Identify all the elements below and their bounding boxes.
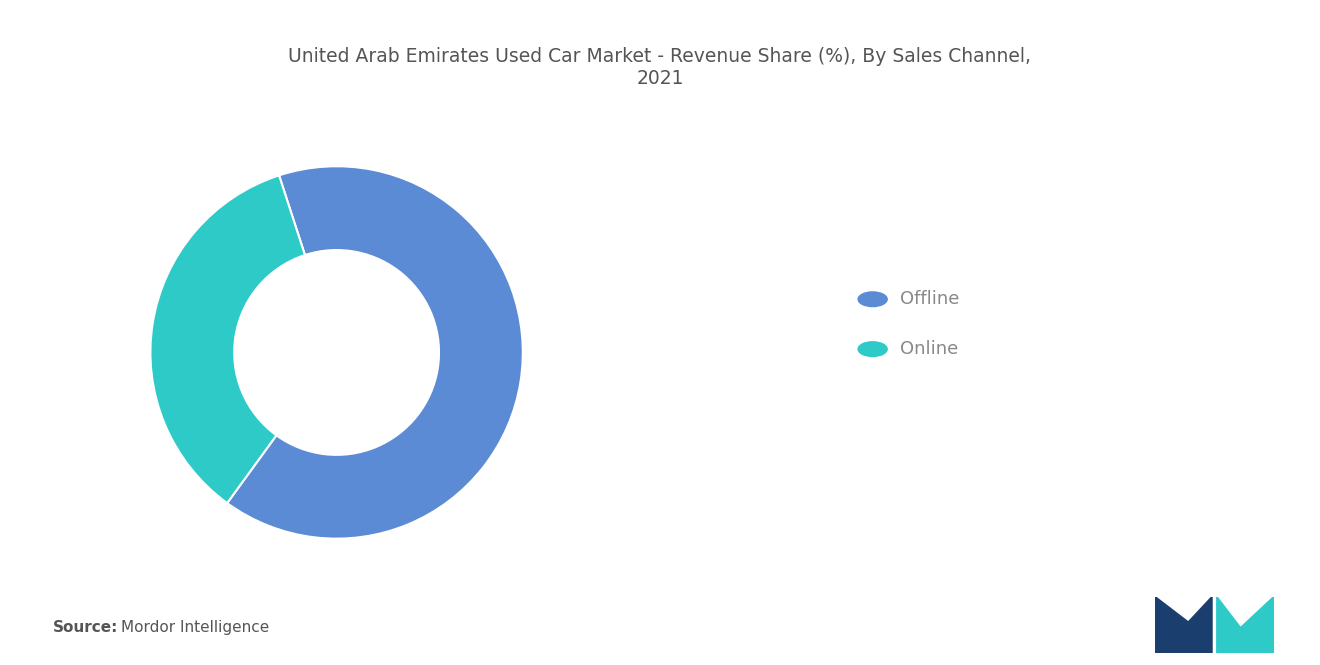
Text: Offline: Offline bbox=[900, 290, 960, 309]
Wedge shape bbox=[227, 166, 523, 539]
Wedge shape bbox=[150, 176, 305, 503]
Polygon shape bbox=[1217, 597, 1274, 653]
Text: Mordor Intelligence: Mordor Intelligence bbox=[121, 620, 269, 635]
Text: United Arab Emirates Used Car Market - Revenue Share (%), By Sales Channel,
2021: United Arab Emirates Used Car Market - R… bbox=[289, 47, 1031, 88]
Text: Online: Online bbox=[900, 340, 958, 358]
Polygon shape bbox=[1155, 597, 1212, 653]
Text: Source:: Source: bbox=[53, 620, 119, 635]
